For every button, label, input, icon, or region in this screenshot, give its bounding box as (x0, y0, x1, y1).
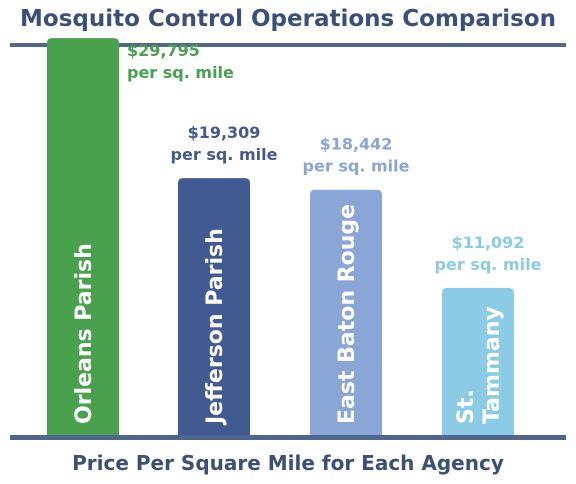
data-label-value: $19,309 (188, 123, 261, 142)
data-label-value: $18,442 (320, 135, 393, 154)
bar-category-label: East Baton Rouge (335, 204, 360, 424)
title-underline (10, 43, 566, 47)
data-label-unit: per sq. mile (127, 63, 234, 82)
data-label-unit: per sq. mile (171, 145, 278, 164)
bar-category-label: Jefferson Parish (203, 228, 228, 426)
bar-category-label: Orleans Parish (72, 243, 97, 424)
data-label-unit: per sq. mile (435, 255, 542, 274)
bar-category-label: St.Tammany (454, 306, 505, 424)
data-label-unit: per sq. mile (303, 157, 410, 176)
bar-jefferson-parish (178, 178, 250, 437)
bar-st-tammany (442, 287, 514, 436)
data-label-value: $11,092 (452, 233, 525, 252)
x-axis-label: Price Per Square Mile for Each Agency (72, 451, 504, 475)
x-axis-baseline (10, 435, 566, 440)
data-label-value: $29,795 (127, 41, 200, 60)
chart-title: Mosquito Control Operations Comparison (20, 6, 556, 32)
bar-orleans-parish (47, 38, 119, 436)
bar-east-baton-rouge (310, 189, 382, 436)
